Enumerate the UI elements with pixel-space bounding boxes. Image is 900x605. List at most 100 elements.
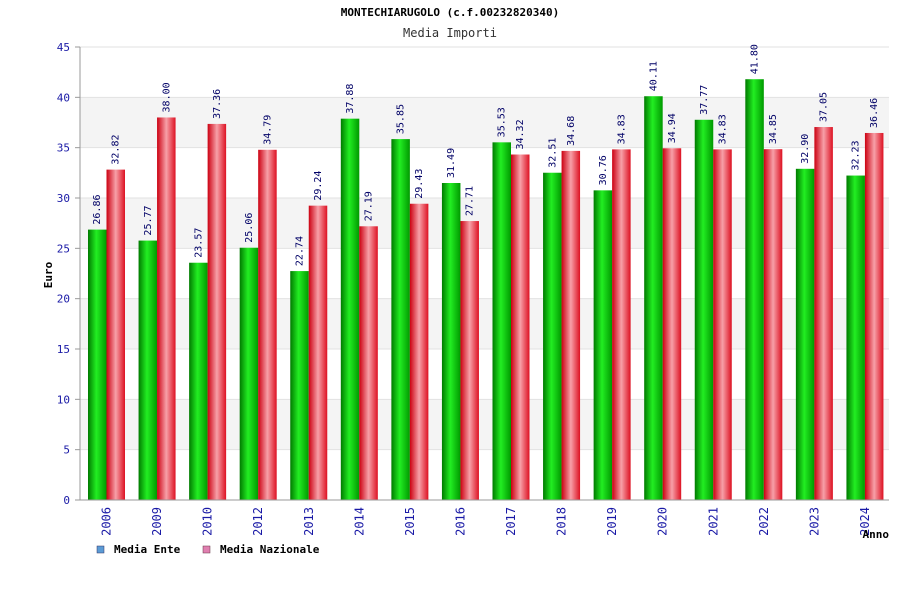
bar-media-ente-2024 xyxy=(846,175,865,500)
x-tick-label-2021: 2021 xyxy=(706,507,720,536)
value-label-media-ente-2021: 37.77 xyxy=(699,85,710,115)
y-tick-label: 20 xyxy=(57,293,70,306)
x-tick-label-2018: 2018 xyxy=(555,507,569,536)
bar-media-ente-2006 xyxy=(88,229,107,501)
value-label-media-ente-2018: 32.51 xyxy=(547,138,558,168)
value-label-media-ente-2019: 30.76 xyxy=(598,155,609,185)
value-label-media-nazionale-2022: 34.85 xyxy=(768,114,779,144)
value-label-media-ente-2020: 40.11 xyxy=(648,61,659,91)
y-tick-label: 40 xyxy=(57,91,70,104)
x-tick-label-2020: 2020 xyxy=(656,507,670,536)
chart-subtitle: Media Importi xyxy=(403,26,497,40)
bar-media-nazionale-2021 xyxy=(713,149,732,501)
bar-media-ente-2018 xyxy=(543,172,562,500)
y-tick-label: 15 xyxy=(57,343,70,356)
value-label-media-nazionale-2016: 27.71 xyxy=(465,186,476,216)
bar-media-nazionale-2022 xyxy=(763,149,783,500)
x-tick-label-2006: 2006 xyxy=(100,507,114,536)
bar-media-ente-2020 xyxy=(644,96,663,500)
y-tick-label: 25 xyxy=(57,242,70,255)
value-label-media-ente-2015: 35.85 xyxy=(396,104,407,134)
x-axis-label: Anno xyxy=(863,528,890,541)
x-tick-label-2017: 2017 xyxy=(504,507,518,536)
y-tick-label: 5 xyxy=(63,444,70,457)
bar-media-ente-2010 xyxy=(189,262,208,500)
x-tick-label-2016: 2016 xyxy=(453,507,467,536)
x-tick-label-2013: 2013 xyxy=(302,507,316,536)
y-tick-label: 0 xyxy=(63,494,70,507)
legend-swatch-media-nazionale xyxy=(202,545,211,554)
legend-label-media-ente: Media Ente xyxy=(114,543,181,556)
x-tick-label-2014: 2014 xyxy=(352,507,366,536)
value-label-media-nazionale-2021: 34.83 xyxy=(718,114,729,144)
value-label-media-ente-2009: 25.77 xyxy=(143,205,154,235)
value-label-media-ente-2006: 26.86 xyxy=(92,194,103,224)
value-label-media-nazionale-2019: 34.83 xyxy=(616,114,627,144)
value-label-media-ente-2012: 25.06 xyxy=(244,213,255,243)
bar-media-nazionale-2023 xyxy=(814,127,833,500)
value-label-media-nazionale-2018: 34.68 xyxy=(566,116,577,146)
value-label-media-ente-2013: 22.74 xyxy=(295,236,306,266)
value-label-media-ente-2017: 35.53 xyxy=(497,107,508,137)
bar-media-ente-2016 xyxy=(441,183,461,500)
y-axis-label: Euro xyxy=(42,261,55,288)
x-axis-ticks: 2006 2009 2010 2012 2013 2014 2015 2016 2017 2018… xyxy=(100,507,872,536)
bar-media-nazionale-2009 xyxy=(157,117,176,500)
x-tick-label-2009: 2009 xyxy=(150,507,164,536)
value-label-media-ente-2022: 41.80 xyxy=(750,44,761,74)
legend-label-media-nazionale: Media Nazionale xyxy=(220,543,320,556)
value-label-media-ente-2016: 31.49 xyxy=(446,148,457,178)
bar-media-nazionale-2012 xyxy=(258,149,277,500)
value-label-media-nazionale-2014: 27.19 xyxy=(364,191,375,221)
bar-media-nazionale-2015 xyxy=(409,203,429,500)
bar-media-ente-2021 xyxy=(694,119,714,501)
bars xyxy=(88,79,884,501)
y-tick-label: 30 xyxy=(57,192,70,205)
bar-media-ente-2015 xyxy=(391,139,410,501)
value-label-media-nazionale-2012: 34.79 xyxy=(262,115,273,145)
bar-media-nazionale-2014 xyxy=(359,226,378,500)
value-label-media-nazionale-2006: 32.82 xyxy=(111,135,122,165)
x-tick-label-2023: 2023 xyxy=(807,507,821,536)
bar-media-nazionale-2017 xyxy=(511,154,530,500)
y-tick-label: 35 xyxy=(57,142,70,155)
value-label-media-nazionale-2017: 34.32 xyxy=(515,119,526,149)
y-axis-ticks: 0 5 10 15 20 25 30 35 40 45 xyxy=(57,41,70,507)
bar-media-nazionale-2016 xyxy=(460,221,479,500)
x-tick-label-2022: 2022 xyxy=(757,507,771,536)
value-label-media-nazionale-2013: 29.24 xyxy=(313,171,324,201)
bar-media-ente-2014 xyxy=(340,118,360,500)
value-label-media-nazionale-2024: 36.46 xyxy=(869,98,880,128)
chart-title: MONTECHIARUGOLO (c.f.00232820340) xyxy=(341,6,560,19)
bar-media-nazionale-2018 xyxy=(561,150,581,500)
value-labels: 26.86 32.82 25.77 38.00 23.57 37.36 25.06 34.79… xyxy=(92,44,880,266)
bar-media-ente-2012 xyxy=(239,247,259,500)
value-label-media-nazionale-2015: 29.43 xyxy=(414,169,425,199)
bar-media-ente-2019 xyxy=(593,190,613,500)
bar-media-nazionale-2019 xyxy=(612,149,631,501)
value-label-media-nazionale-2009: 38.00 xyxy=(161,82,172,112)
legend-swatch-media-ente xyxy=(96,545,105,554)
bar-media-nazionale-2024 xyxy=(864,132,884,500)
value-label-media-nazionale-2020: 34.94 xyxy=(667,113,678,143)
x-tick-label-2010: 2010 xyxy=(201,507,215,536)
bar-media-nazionale-2006 xyxy=(106,169,125,500)
bar-media-ente-2009 xyxy=(138,240,158,500)
value-label-media-ente-2023: 32.90 xyxy=(800,134,811,164)
bar-media-nazionale-2013 xyxy=(308,205,328,500)
bar-media-nazionale-2020 xyxy=(662,148,682,500)
bar-media-nazionale-2010 xyxy=(207,123,227,500)
value-label-media-nazionale-2023: 37.05 xyxy=(819,92,830,122)
y-tick-label: 10 xyxy=(57,393,70,406)
bar-media-ente-2022 xyxy=(745,79,764,501)
value-label-media-ente-2014: 37.88 xyxy=(345,84,356,114)
bar-media-ente-2017 xyxy=(492,142,511,500)
y-tick-label: 45 xyxy=(57,41,70,54)
bar-media-ente-2023 xyxy=(795,168,815,500)
value-label-media-ente-2010: 23.57 xyxy=(193,228,204,258)
legend: Media Ente Media Nazionale xyxy=(96,543,320,556)
x-tick-label-2019: 2019 xyxy=(605,507,619,536)
x-tick-label-2024: 2024 xyxy=(858,507,872,536)
x-tick-label-2012: 2012 xyxy=(251,507,265,536)
